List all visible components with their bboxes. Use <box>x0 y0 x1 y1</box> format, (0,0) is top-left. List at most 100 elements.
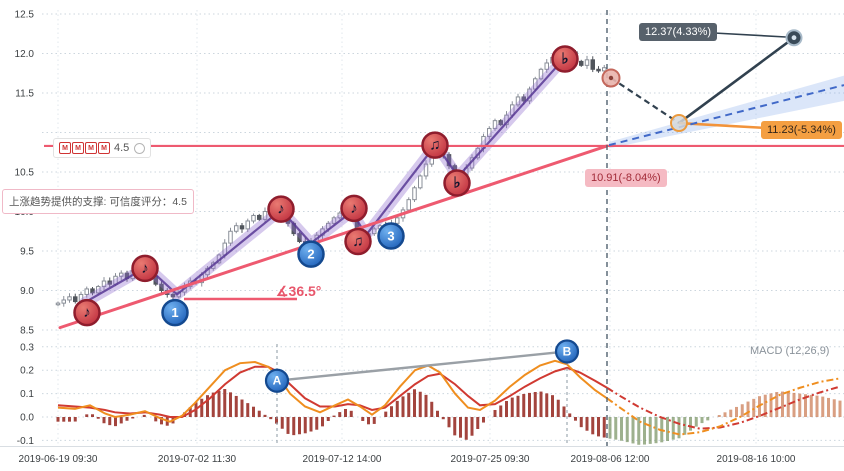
support-trendline[interactable] <box>58 144 609 330</box>
candle <box>170 293 176 298</box>
candle <box>492 120 498 130</box>
trend-channel <box>79 51 571 308</box>
candle <box>372 228 377 235</box>
candle <box>257 214 262 220</box>
macd-panel <box>56 344 842 446</box>
macd-point-b[interactable] <box>554 339 580 364</box>
note-marker[interactable] <box>551 45 579 73</box>
candle <box>297 233 302 243</box>
number-marker[interactable] <box>377 222 405 250</box>
note-marker[interactable] <box>421 131 449 159</box>
note-marker-glyph: ♫ <box>429 137 440 154</box>
note-marker-glyph: ♪ <box>350 200 358 217</box>
note-marker-glyph: ♪ <box>83 304 91 321</box>
candle <box>538 68 544 80</box>
candle <box>239 225 245 230</box>
note-marker-glyph: ♪ <box>141 260 149 277</box>
candle <box>418 175 423 189</box>
rating-icon: M <box>72 142 84 154</box>
projection-bend-marker[interactable] <box>670 114 688 133</box>
candle <box>406 199 411 211</box>
note-marker[interactable] <box>267 195 295 223</box>
candle <box>262 211 268 220</box>
y-axis-label: 9.5 <box>20 247 34 258</box>
y-axis-label: 10.5 <box>15 168 35 179</box>
macd-axis-label: -0.1 <box>17 436 35 447</box>
macd-point-a-label: A <box>273 374 282 388</box>
candle <box>412 187 417 201</box>
candle <box>234 225 239 232</box>
number-marker[interactable] <box>297 240 325 268</box>
candle <box>544 62 549 70</box>
note-marker[interactable] <box>340 194 368 223</box>
x-axis-label: 2019-07-12 14:00 <box>303 454 382 465</box>
candle <box>67 296 72 301</box>
candle <box>96 286 101 294</box>
gridlines <box>0 10 844 447</box>
candle <box>61 299 66 304</box>
projection-lines <box>608 32 844 147</box>
x-axis-label: 2019-06-19 09:30 <box>19 454 98 465</box>
candle <box>90 288 95 294</box>
candle <box>101 280 107 288</box>
candle <box>602 67 607 72</box>
note-marker[interactable] <box>344 227 372 256</box>
candle <box>337 212 342 219</box>
candle <box>515 96 521 106</box>
macd-indicator-title: MACD (12,26,9) <box>750 345 830 357</box>
candle <box>590 59 595 70</box>
candle <box>107 280 112 285</box>
y-axis-label: 11.5 <box>15 89 34 100</box>
candle <box>331 217 337 224</box>
macd-axis-label: 0.0 <box>20 413 34 424</box>
candle <box>423 163 429 177</box>
number-marker-label: 3 <box>387 228 394 243</box>
candle <box>73 296 78 303</box>
macd-axis-label: 0.3 <box>20 342 34 353</box>
macd-axis-label: 0.2 <box>20 366 34 377</box>
candle <box>521 96 526 102</box>
candle <box>84 288 89 295</box>
number-marker-label: 1 <box>171 305 178 320</box>
candle <box>251 214 256 222</box>
x-axis-label: 2019-08-16 10:00 <box>717 454 796 465</box>
x-axis-label: 2019-07-25 09:30 <box>451 454 530 465</box>
candle <box>119 272 124 277</box>
candle <box>228 230 233 244</box>
candle <box>487 128 492 137</box>
candle <box>579 60 584 66</box>
note-marker[interactable] <box>73 298 101 327</box>
info-icon[interactable] <box>134 142 146 154</box>
y-axis-label: 12.0 <box>15 49 35 60</box>
note-marker-glyph: ♭ <box>453 175 460 192</box>
y-axis-label: 12.5 <box>15 10 35 21</box>
macd-point-a[interactable] <box>264 368 290 393</box>
support-price-label[interactable]: 10.91(-8.04%) <box>585 169 667 188</box>
angle-annotation: ∡36.5° <box>276 283 322 299</box>
candle <box>596 68 601 72</box>
note-marker-glyph: ♪ <box>277 201 285 218</box>
target-price-label[interactable]: 12.37(4.33%) <box>639 23 718 42</box>
macd-point-b-label: B <box>563 344 572 358</box>
support-lines <box>44 144 844 330</box>
candle <box>498 120 503 126</box>
note-marker[interactable] <box>131 254 159 283</box>
number-marker[interactable] <box>161 298 189 327</box>
note-marker-glyph: ♫ <box>352 233 363 250</box>
rating-icon: M <box>59 142 71 154</box>
x-axis-label: 2019-08-06 12:00 <box>571 454 650 465</box>
note-marker[interactable] <box>443 169 471 197</box>
number-marker-label: 2 <box>307 247 314 262</box>
y-axis-label: 9.0 <box>20 286 34 297</box>
note-marker-glyph: ♭ <box>561 51 568 68</box>
projection-markers <box>601 29 803 133</box>
support-note-box: 上涨趋势提供的支撑: 可信度评分：4.5 <box>2 189 194 214</box>
rating-icon: M <box>98 142 110 154</box>
mid-price-label[interactable]: 11.23(-5.34%) <box>761 121 842 140</box>
y-axis-label: 8.5 <box>20 326 34 337</box>
axis-labels: 12.512.011.510.510.09.59.08.50.30.20.10.… <box>15 10 796 466</box>
